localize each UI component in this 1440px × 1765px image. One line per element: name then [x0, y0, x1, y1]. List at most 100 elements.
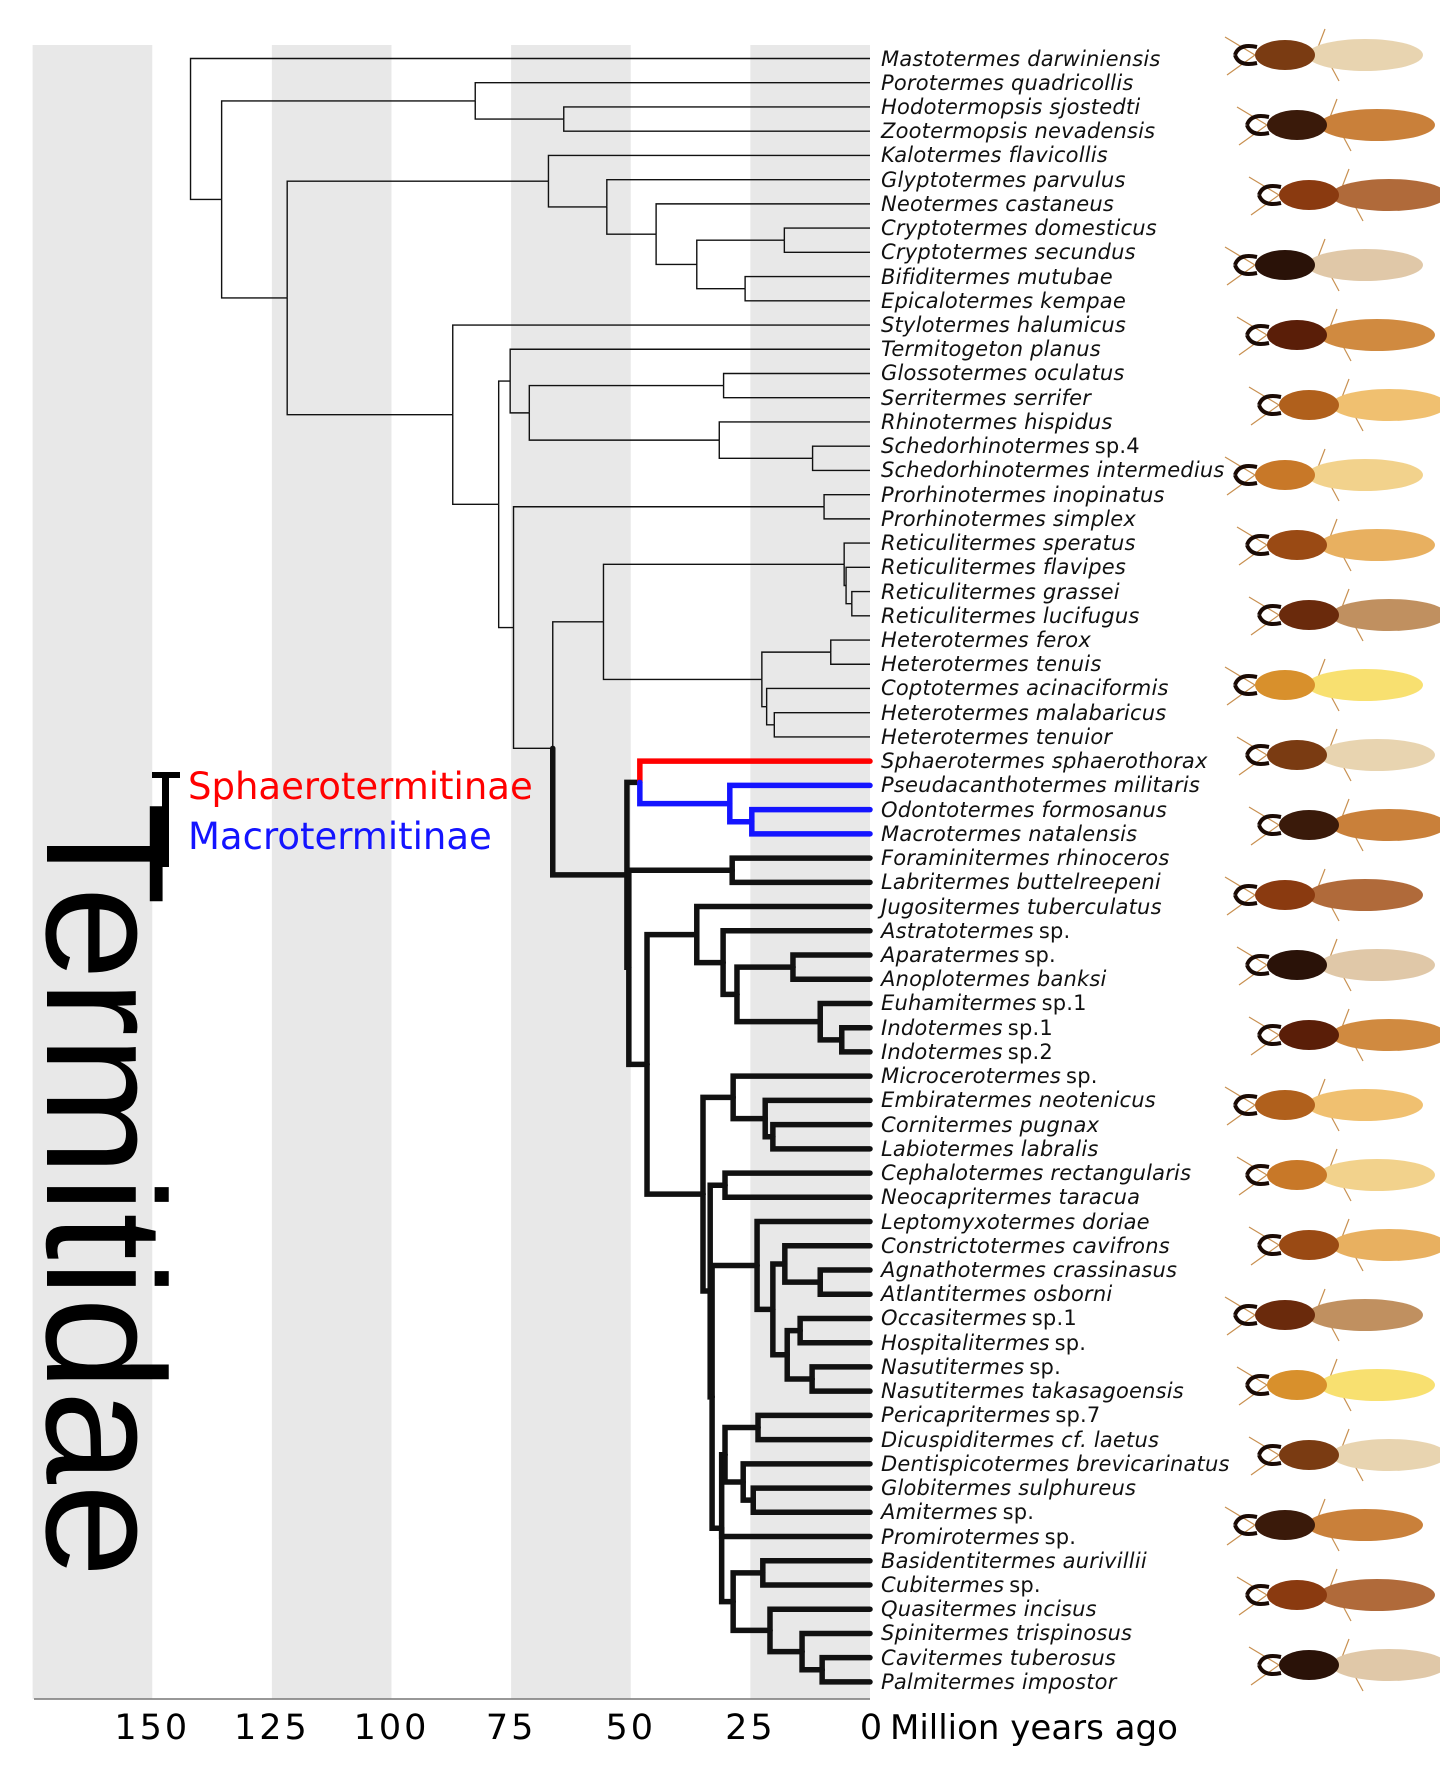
subfamily-label-macrotermitinae: Macrotermitinae: [188, 815, 492, 858]
taxon-qualifier: sp.2: [1007, 1039, 1053, 1064]
taxon-name: Foraminitermes rhinoceros: [881, 846, 1170, 871]
taxon-name: Coptotermes acinaciformis: [881, 676, 1169, 701]
taxon-name: Microcerotermes: [881, 1064, 1062, 1089]
axis-tick-label: 50: [605, 1708, 657, 1748]
taxon-name: Schedorhinotermes: [881, 434, 1090, 459]
time-bands: [32, 45, 870, 1699]
internal-branch: [784, 1352, 815, 1382]
taxon-qualifier: sp.1: [1031, 1306, 1077, 1331]
taxon-label: Basidentitermes aurivillii: [881, 1549, 1147, 1573]
taxon-label: Globitermes sulphureus: [881, 1476, 1136, 1500]
internal-branch: [730, 1570, 766, 1605]
tree-branches: [189, 57, 873, 1685]
family-label-termitidae: Termitidae: [11, 802, 199, 1578]
taxon-name: Prorhinotermes inopinatus: [881, 482, 1165, 507]
internal-branch: [817, 1018, 845, 1043]
subfamily-label-sphaerotermitinae: Sphaerotermitinae: [188, 765, 533, 808]
internal-branch: [626, 867, 735, 971]
taxon-name: Cavitermes tuberosus: [881, 1645, 1117, 1670]
taxon-name: Heterotermes malabaricus: [881, 700, 1167, 725]
taxon-label: Agnathotermes crassinasus: [881, 1258, 1177, 1282]
internal-branch: [761, 651, 831, 680]
internal-branch: [720, 959, 740, 998]
taxon-name: Heterotermes tenuior: [881, 724, 1113, 749]
internal-branch: [765, 706, 775, 726]
internal-branch: [770, 1261, 788, 1313]
termite-photo: [1224, 1288, 1423, 1342]
terminal-branch: [755, 1412, 873, 1431]
internal-branch: [734, 964, 796, 998]
termite-photo: [1248, 1008, 1440, 1062]
taxon-label: Pseudacanthotermes militaris: [881, 773, 1200, 797]
taxon-qualifier: sp.: [1024, 943, 1056, 967]
taxon-qualifier: sp.: [1029, 1354, 1061, 1379]
taxon-label: Palmitermes impostor: [881, 1670, 1117, 1694]
taxon-name: Labiotermes labralis: [881, 1136, 1099, 1161]
taxon-label: Kalotermes flavicollis: [881, 143, 1108, 167]
taxon-label: Prorhinotermes inopinatus: [881, 483, 1165, 507]
internal-branch: [624, 779, 643, 878]
terminal-branch: [729, 867, 873, 886]
internal-branch: [220, 100, 476, 200]
internal-branch: [509, 381, 530, 414]
taxon-name: Glossotermes oculatus: [881, 361, 1125, 386]
internal-branch: [602, 563, 845, 622]
taxon-label: Porotermes quadricollis: [881, 71, 1134, 95]
internal-branch: [497, 380, 511, 505]
taxon-label: Mastotermes darwiniensis: [881, 47, 1161, 71]
termite-photo: [1236, 1148, 1435, 1202]
taxon-name: Dentispicotermes brevicarinatus: [881, 1451, 1230, 1476]
taxon-qualifier: sp.1: [1007, 1015, 1053, 1040]
axis-tick-label: 75: [485, 1708, 537, 1748]
internal-branch: [474, 100, 564, 120]
axis-unit-label: Million years ago: [890, 1708, 1178, 1748]
taxon-name: Prorhinotermes simplex: [881, 506, 1137, 531]
termite-photo: [1248, 378, 1440, 432]
terminal-branch: [767, 1606, 873, 1634]
taxon-label: Reticulitermes flavipes: [881, 555, 1126, 579]
taxon-label: Neotermes castaneus: [881, 192, 1114, 216]
taxon-name: Jugositermes tuberculatus: [881, 894, 1162, 919]
taxon-label: Odontotermes formosanus: [881, 798, 1167, 822]
internal-branch: [740, 1479, 756, 1503]
terminal-branch: [727, 782, 873, 807]
taxon-name: Nasutitermes: [881, 1354, 1025, 1379]
terminal-branch: [740, 1461, 873, 1485]
termite-photo: [1224, 658, 1423, 712]
internal-branch: [730, 1094, 768, 1122]
terminal-branch: [782, 1243, 873, 1267]
internal-branch: [220, 199, 288, 299]
terminal-branch: [509, 348, 870, 382]
taxon-label: Atlantitermes osborni: [881, 1282, 1112, 1306]
taxon-name: Rhinotermes hispidus: [881, 409, 1113, 434]
terminal-branch: [729, 855, 873, 873]
internal-branch: [655, 234, 697, 266]
taxon-label: Serritermes serrifer: [881, 386, 1091, 410]
internal-branch: [547, 181, 607, 208]
taxon-name: Cryptotermes domesticus: [881, 216, 1157, 241]
taxon-name: Hodotermopsis sjostedti: [881, 94, 1141, 119]
internal-branch: [799, 1648, 825, 1673]
taxon-qualifier: sp.: [1066, 1064, 1098, 1089]
termite-photo: [1224, 28, 1423, 82]
internal-branch: [761, 679, 767, 708]
termite-photo: [1224, 448, 1423, 502]
taxon-name: Schedorhinotermes intermedius: [881, 458, 1225, 483]
axis-tick-label: 0: [859, 1708, 886, 1748]
terminal-branch: [809, 1364, 873, 1382]
taxon-label: Heterotermes tenuior: [881, 725, 1112, 749]
internal-branch: [782, 1261, 823, 1285]
taxon-name: Serritermes serrifer: [881, 385, 1092, 410]
taxon-name: Cubitermes: [881, 1572, 1005, 1597]
terminal-branch: [770, 1121, 873, 1140]
taxon-label: Hodotermopsis sjostedti: [881, 95, 1140, 119]
taxon-name: Neocapritermes taracua: [881, 1185, 1141, 1210]
taxon-label: Glossotermes oculatus: [881, 361, 1125, 385]
taxon-name: Cephalotermes rectangularis: [881, 1161, 1192, 1186]
taxon-name: Indotermes: [881, 1039, 1003, 1064]
taxon-name: Mastotermes darwiniensis: [881, 46, 1161, 71]
taxon-name: Aparatermes: [881, 943, 1020, 967]
taxon-label: Amitermes sp.: [881, 1500, 1034, 1524]
terminal-branch: [817, 1000, 873, 1025]
internal-branch: [696, 264, 746, 290]
